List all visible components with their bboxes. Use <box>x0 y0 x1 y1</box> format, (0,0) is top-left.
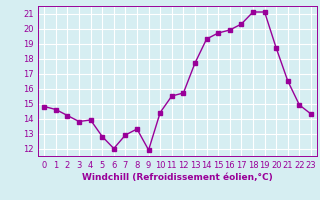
X-axis label: Windchill (Refroidissement éolien,°C): Windchill (Refroidissement éolien,°C) <box>82 173 273 182</box>
